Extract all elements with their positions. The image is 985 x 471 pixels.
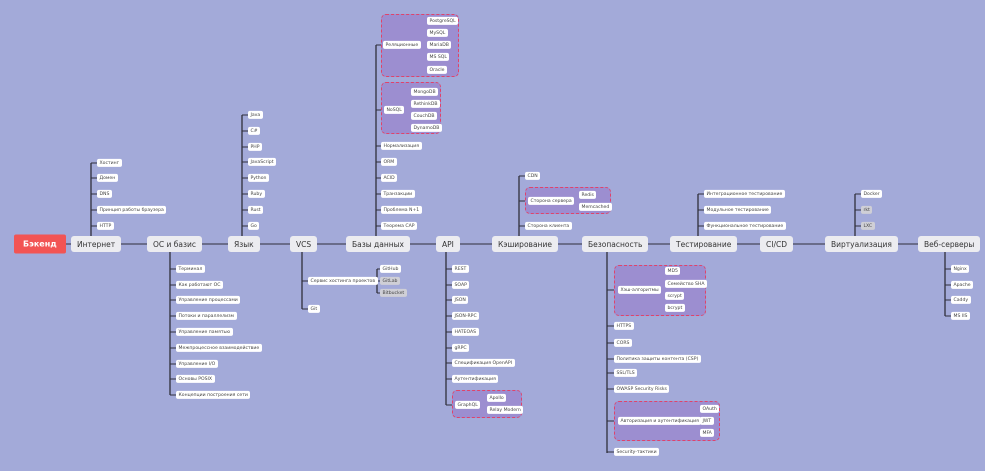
topic-node[interactable]: ACID — [381, 173, 398, 183]
topic-node[interactable]: Git — [308, 304, 320, 314]
topic-node[interactable]: Транзакции — [381, 189, 415, 199]
branch-web[interactable]: Веб-серверы — [918, 236, 981, 252]
topic-node[interactable]: HTTPS — [614, 321, 634, 331]
topic-node[interactable]: Модульное тестирование — [704, 205, 772, 215]
topic-node[interactable]: GitLab — [380, 276, 400, 286]
topic-node[interactable]: Caddy — [951, 295, 971, 305]
topic-node[interactable]: MS IIS — [951, 311, 970, 321]
topic-node[interactable]: ORM — [381, 157, 397, 167]
branch-lang[interactable]: Язык — [228, 236, 260, 252]
topic-node[interactable]: Apollo — [487, 393, 507, 403]
topic-node[interactable]: Сторона клиента — [525, 221, 572, 231]
topic-node[interactable]: OWASP Security Risks — [614, 384, 670, 394]
topic-node[interactable]: Межпроцессное взаимодействие — [176, 343, 262, 353]
branch-security[interactable]: Безопасность — [582, 236, 649, 252]
topic-node[interactable]: HTTP — [97, 221, 114, 231]
topic-node[interactable]: bcrypt — [665, 303, 685, 313]
topic-node[interactable]: SOAP — [452, 280, 470, 290]
topic-node[interactable]: MongoDB — [411, 87, 439, 97]
topic-node[interactable]: LXC — [861, 221, 875, 231]
topic-node[interactable]: Интеграционное тестирование — [704, 189, 785, 199]
topic-node[interactable]: CORS — [614, 338, 632, 348]
topic-node[interactable]: Хостинг — [97, 158, 122, 168]
topic-node[interactable]: Принцип работы браузера — [97, 205, 167, 215]
topic-node[interactable]: Memcached — [579, 202, 612, 212]
topic-node[interactable]: gRPC — [452, 343, 470, 353]
topic-node[interactable]: Функциональное тестирование — [704, 221, 786, 231]
db-nosql-node[interactable]: NoSQL — [384, 105, 405, 115]
topic-node[interactable]: Как работают ОС — [176, 280, 224, 290]
topic-node[interactable]: Домен — [97, 173, 118, 183]
branch-virt[interactable]: Виртуализация — [825, 236, 898, 252]
topic-node[interactable]: Rust — [248, 205, 264, 215]
branch-internet[interactable]: Интернет — [71, 236, 122, 252]
topic-node[interactable]: Go — [248, 221, 260, 231]
topic-node[interactable]: DynamoDB — [411, 123, 442, 133]
vcs-hosting-node[interactable]: Сервис хостинга проектов — [308, 276, 378, 286]
cache-server-node[interactable]: Сторона сервера — [528, 196, 575, 206]
topic-node[interactable]: Relay Modern — [487, 405, 524, 415]
topic-node[interactable]: Управление I/O — [176, 359, 218, 369]
topic-node[interactable]: Ruby — [248, 189, 265, 199]
topic-node[interactable]: SSL/TLS — [614, 368, 638, 378]
api-graphql-node[interactable]: GraphQL — [455, 400, 481, 410]
topic-node[interactable]: Bitbucket — [380, 288, 407, 298]
topic-node[interactable]: JavaScript — [248, 157, 277, 167]
branch-testing[interactable]: Тестирование — [670, 236, 738, 252]
topic-node[interactable]: Управление процессами — [176, 295, 241, 305]
topic-node[interactable]: Redis — [579, 190, 597, 200]
topic-node[interactable]: PHP — [248, 142, 262, 152]
branch-api[interactable]: API — [436, 236, 460, 252]
security-auth-node[interactable]: Авторизация и аутентификация — [618, 416, 702, 426]
topic-node[interactable]: RethinkDB — [411, 99, 441, 109]
topic-node[interactable]: MySQL — [427, 28, 448, 38]
topic-node[interactable]: REST — [452, 264, 469, 274]
topic-node[interactable]: CouchDB — [411, 111, 438, 121]
topic-node[interactable]: Спецификация OpenAPI — [452, 358, 515, 368]
topic-node[interactable]: CDN — [525, 171, 541, 181]
topic-node[interactable]: DNS — [97, 189, 112, 199]
topic-node[interactable]: C# — [248, 126, 261, 136]
topic-node[interactable]: MD5 — [665, 266, 681, 276]
topic-node[interactable]: Политика защиты контента (CSP) — [614, 354, 701, 364]
topic-node[interactable]: Security-тактики — [614, 447, 660, 457]
topic-node[interactable]: Docker — [861, 189, 883, 199]
db-relational-node[interactable]: Реляционные — [383, 40, 421, 50]
topic-node[interactable]: Концепции построения сети — [176, 390, 251, 400]
topic-node[interactable]: MariaDB — [427, 40, 452, 50]
topic-node[interactable]: MS SQL — [427, 52, 450, 62]
topic-node[interactable]: JSON — [452, 295, 469, 305]
topic-node[interactable]: Аутентификация — [452, 374, 499, 384]
topic-node[interactable]: Терминал — [176, 264, 205, 274]
branch-vcs[interactable]: VCS — [290, 236, 318, 252]
topic-node[interactable]: Python — [248, 173, 269, 183]
topic-node[interactable]: Oracle — [427, 65, 447, 75]
branch-os[interactable]: ОС и базис — [147, 236, 202, 252]
root-node-backend[interactable]: Бэкенд — [14, 234, 66, 254]
topic-node[interactable]: PostgreSQL — [427, 16, 459, 26]
branch-cicd[interactable]: CI/CD — [760, 236, 793, 252]
branch-cache[interactable]: Кэширование — [492, 236, 558, 252]
topic-node[interactable]: Nginx — [951, 264, 970, 274]
topic-node[interactable]: JWT — [700, 416, 714, 426]
topic-node[interactable]: Теорема CAP — [381, 221, 418, 231]
branch-db[interactable]: Базы данных — [346, 236, 410, 252]
topic-node[interactable]: JSON-RPC — [452, 311, 480, 321]
topic-node[interactable]: Управление памятью — [176, 327, 233, 337]
topic-node[interactable]: Потоки и параллелизм — [176, 311, 237, 321]
topic-node[interactable]: MFA — [700, 428, 715, 438]
topic-node[interactable]: Java — [248, 110, 263, 120]
topic-node[interactable]: scrypt — [665, 291, 685, 301]
topic-node[interactable]: Проблема N+1 — [381, 205, 422, 215]
topic-node[interactable]: OAuth — [700, 404, 720, 414]
topic-node[interactable]: GitHub — [380, 264, 401, 274]
topic-node[interactable]: Основы POSIX — [176, 374, 215, 384]
topic-node[interactable]: rkt — [861, 205, 873, 215]
security-hash-node[interactable]: Хэш-алгоритмы — [618, 285, 662, 295]
topic-node[interactable]: Семейство SHA — [665, 279, 708, 289]
topic-node[interactable]: Apache — [951, 280, 974, 290]
topic-node[interactable]: HATEOAS — [452, 327, 479, 337]
topic-node[interactable]: Нормализация — [381, 141, 422, 151]
